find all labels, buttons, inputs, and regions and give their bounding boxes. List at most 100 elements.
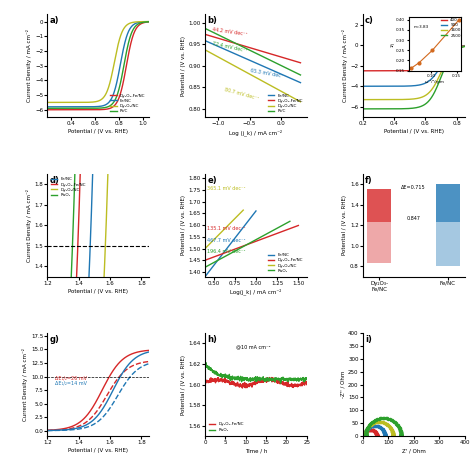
Bar [367, 190, 392, 222]
Text: ΔE=0.715: ΔE=0.715 [401, 185, 426, 190]
Dy₂O₃-Fe/NC [45, 428, 50, 433]
Dy₂O₃-Fe/NC [128, 41, 134, 46]
Fe/NC [362, 433, 367, 439]
Pt/C [144, 19, 149, 25]
Fe/NC [93, 62, 99, 68]
Line: Dy₂O₃-Fe/NC: Dy₂O₃-Fe/NC [364, 429, 377, 436]
Text: h): h) [207, 335, 217, 344]
900 [360, 83, 365, 89]
Fe/NC [382, 433, 388, 439]
1600 [452, 47, 458, 53]
Dy₂O₃/NC [100, 310, 105, 316]
RuO₂ [286, 376, 292, 382]
Dy₂O₃/NC [100, 96, 105, 101]
1600 [446, 55, 451, 61]
400 [420, 67, 426, 73]
Bar [436, 184, 460, 222]
Line: Dy₂O₃/NC: Dy₂O₃/NC [47, 0, 149, 474]
Dy₂O₃-Fe/NC [374, 433, 380, 439]
Dy₂O₃-Fe/NC [130, 351, 136, 356]
400 [422, 66, 428, 72]
Fe/NC [382, 433, 388, 439]
Bar [436, 222, 460, 266]
Fe/NC [382, 433, 388, 439]
900 [420, 81, 426, 87]
2500 [360, 106, 365, 112]
Text: f): f) [365, 176, 373, 185]
Fe/NC [362, 433, 367, 439]
Dy₂O₃-Fe/NC [263, 377, 269, 383]
RuO₂ [263, 376, 268, 382]
Legend: Fe/NC, Dy₂O₃-Fe/NC, Dy₂O₃/NC, Pt/C: Fe/NC, Dy₂O₃-Fe/NC, Dy₂O₃/NC, Pt/C [266, 92, 305, 115]
Dy₂O₃/NC [390, 433, 396, 439]
Y-axis label: Potential / (V vs. RHE): Potential / (V vs. RHE) [342, 195, 347, 255]
Dy₂O₃-Fe/NC [304, 380, 310, 386]
Legend: Dy₂O₃-Fe/NC, Fe/NC, Dy₂O₃/NC, Pt/C: Dy₂O₃-Fe/NC, Fe/NC, Dy₂O₃/NC, Pt/C [109, 92, 147, 115]
Dy₂O₃/NC [128, 20, 134, 26]
RuO₂ [286, 380, 292, 385]
Dy₂O₃/NC [390, 433, 396, 439]
Line: Dy₂O₃-Fe/NC: Dy₂O₃-Fe/NC [47, 22, 149, 110]
Fe/NC [45, 104, 50, 109]
RuO₂ [304, 376, 310, 382]
900 [446, 52, 451, 57]
Dy₂O₃-Fe/NC [144, 19, 149, 25]
1600 [462, 44, 467, 49]
Dy₂O₃-Fe/NC [100, 107, 105, 112]
Pt/C [105, 104, 111, 109]
Dy₂O₃-Fe/NC [286, 382, 292, 388]
Dy₂O₃-Fe/NC [374, 433, 380, 439]
Fe/NC [130, 357, 136, 363]
2500 [452, 48, 458, 54]
1600 [422, 93, 428, 99]
400 [462, 43, 467, 48]
RuO₂ [398, 433, 404, 439]
X-axis label: Z' / Ohm: Z' / Ohm [401, 448, 426, 453]
Fe/NC [93, 37, 99, 43]
X-axis label: Log (j_k) / mA cm⁻²: Log (j_k) / mA cm⁻² [229, 129, 283, 136]
X-axis label: Potential / (V vs. RHE): Potential / (V vs. RHE) [383, 129, 444, 134]
Text: ΔE₁/₂=14 mV: ΔE₁/₂=14 mV [55, 381, 87, 386]
Dy₂O₃/NC [93, 419, 99, 425]
Y-axis label: Potential / (V vs. RHE): Potential / (V vs. RHE) [181, 355, 186, 415]
RuO₂ [398, 433, 404, 439]
400 [420, 66, 426, 72]
RuO₂ [398, 433, 404, 439]
Fe/NC [45, 428, 50, 433]
Text: 72.4 mV dec⁻¹: 72.4 mV dec⁻¹ [211, 42, 247, 54]
Y-axis label: Current Density / mA cm⁻²: Current Density / mA cm⁻² [26, 189, 32, 262]
Dy₂O₃/NC [362, 433, 368, 439]
Fe/NC [105, 397, 111, 403]
Pt/C [146, 19, 152, 25]
Pt/C [100, 105, 105, 111]
Dy₂O₃-Fe/NC [261, 374, 267, 380]
Text: @10 mA cm⁻²: @10 mA cm⁻² [236, 345, 270, 350]
Fe/NC [93, 104, 99, 109]
Legend: Fe/NC, Dy₂O₃-Fe/NC, Dy₂O₃/NC, RuO₂: Fe/NC, Dy₂O₃-Fe/NC, Dy₂O₃/NC, RuO₂ [49, 176, 88, 199]
1600 [420, 94, 426, 100]
400 [360, 68, 365, 73]
Fe/NC [137, 353, 143, 358]
Line: 1600: 1600 [363, 46, 465, 100]
Text: e): e) [207, 176, 217, 185]
Dy₂O₃/NC [93, 411, 99, 417]
Text: ΔE₁/₂=26 mV: ΔE₁/₂=26 mV [55, 375, 87, 380]
Line: Fe/NC: Fe/NC [47, 0, 149, 474]
900 [422, 81, 428, 86]
Line: Fe/NC: Fe/NC [47, 22, 149, 107]
Fe/NC [128, 25, 134, 30]
RuO₂ [363, 433, 368, 439]
RuO₂ [302, 378, 308, 383]
2500 [360, 106, 366, 112]
Text: g): g) [49, 335, 59, 344]
Dy₂O₃-Fe/NC [361, 433, 367, 439]
Dy₂O₃-Fe/NC [374, 433, 380, 439]
Dy₂O₃/NC [390, 433, 396, 439]
Fe/NC [93, 104, 99, 109]
RuO₂ [363, 433, 368, 439]
2500 [422, 101, 428, 107]
1600 [360, 97, 365, 102]
Fe/NC [382, 433, 388, 439]
Dy₂O₃/NC [105, 86, 111, 92]
RuO₂ [398, 433, 404, 438]
